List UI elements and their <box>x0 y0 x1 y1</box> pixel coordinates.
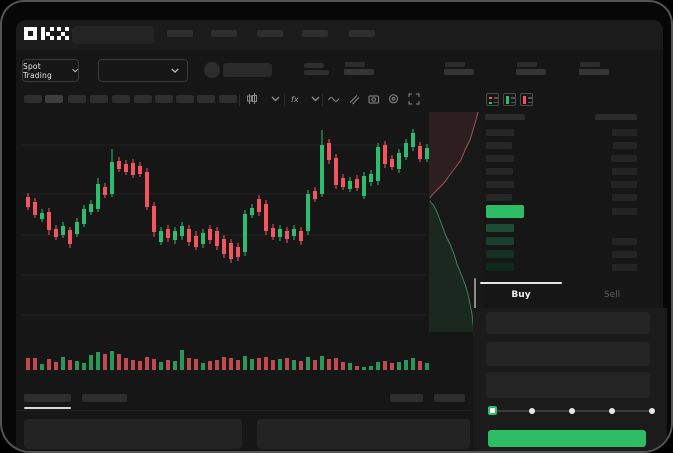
stat-value-placeholder <box>444 68 474 75</box>
ask-row-amount <box>612 168 637 175</box>
book-asks-view-icon[interactable] <box>520 93 533 106</box>
divider <box>284 94 285 106</box>
ask-row-price[interactable] <box>486 181 514 188</box>
pair-name-placeholder <box>223 63 272 77</box>
nav-item[interactable] <box>167 29 193 37</box>
ask-row-price[interactable] <box>486 194 512 201</box>
timeframe-button[interactable] <box>24 95 42 103</box>
bid-row-amount <box>612 264 637 271</box>
ask-row-price[interactable] <box>486 142 512 149</box>
active-tab-indicator <box>480 282 562 284</box>
ask-row-amount <box>612 194 637 201</box>
timeframe-button[interactable] <box>155 95 173 103</box>
ask-row-price[interactable] <box>486 168 513 175</box>
timeframe-button[interactable] <box>112 95 130 103</box>
nav-item[interactable] <box>349 29 375 37</box>
stat-value-placeholder <box>516 68 546 75</box>
pair-avatar <box>204 62 220 78</box>
stat-label-placeholder <box>580 61 600 67</box>
timeframe-button[interactable] <box>176 95 194 103</box>
buy-button[interactable] <box>488 430 646 447</box>
timeframe-button[interactable] <box>68 95 86 103</box>
bid-row-price[interactable] <box>486 237 514 245</box>
bottom-action[interactable] <box>434 394 465 402</box>
bottom-tab-indicator <box>24 407 71 409</box>
order-input-field[interactable] <box>486 342 650 366</box>
ask-row-price[interactable] <box>486 129 514 136</box>
chevron-down-icon[interactable] <box>310 93 322 105</box>
chevron-down-icon <box>71 68 78 73</box>
tab-sell[interactable]: Sell <box>603 290 621 300</box>
last-price-amount <box>612 208 637 215</box>
slider-stop[interactable] <box>529 408 535 414</box>
slider-stop[interactable] <box>609 408 615 414</box>
scrollbar-thumb[interactable] <box>474 278 476 316</box>
ask-row-amount <box>611 155 637 162</box>
ask-row-amount <box>613 142 637 149</box>
bottom-tab[interactable] <box>82 394 127 402</box>
chevron-down-icon[interactable] <box>270 93 282 105</box>
market-type-label: Spot Trading <box>23 61 52 80</box>
camera-icon[interactable] <box>368 93 380 105</box>
tab-buy[interactable]: Buy <box>511 290 531 300</box>
line-wave-icon[interactable] <box>328 93 340 105</box>
ask-row-price[interactable] <box>486 155 514 162</box>
okx-logo[interactable] <box>24 27 70 41</box>
ask-row-amount <box>612 129 637 136</box>
market-type-dropdown[interactable]: Spot Trading <box>22 59 79 82</box>
timeframe-button[interactable] <box>197 95 215 103</box>
ob-header-price <box>485 114 525 120</box>
svg-text:fx: fx <box>291 95 299 104</box>
stat-label-placeholder <box>445 61 465 67</box>
ask-row-amount <box>611 181 637 188</box>
pair-selector-dropdown[interactable] <box>98 59 188 82</box>
divider <box>16 410 471 411</box>
bottom-tab[interactable] <box>24 394 71 402</box>
nav-item[interactable] <box>211 29 237 37</box>
bottom-panel <box>257 419 470 449</box>
bottom-panel <box>24 419 242 449</box>
timeframe-button[interactable] <box>90 95 108 103</box>
book-bids-view-icon[interactable] <box>503 93 516 106</box>
slider-stop[interactable] <box>649 408 655 414</box>
price-placeholder <box>304 63 324 68</box>
bid-row-amount <box>612 238 637 245</box>
bottom-action[interactable] <box>390 394 423 402</box>
order-input-field[interactable] <box>486 372 650 398</box>
fullscreen-icon[interactable] <box>408 93 420 105</box>
bid-row-amount <box>612 251 637 258</box>
stat-value-placeholder <box>344 68 374 75</box>
book-combined-view-icon[interactable] <box>486 93 499 106</box>
slider-stop[interactable] <box>569 408 575 414</box>
stat-label-placeholder <box>517 61 537 67</box>
candles-icon[interactable] <box>246 93 258 105</box>
nav-item[interactable] <box>302 29 328 37</box>
bid-row-price[interactable] <box>486 263 514 271</box>
search-input[interactable] <box>72 26 154 44</box>
divider <box>239 94 240 106</box>
slider-handle[interactable] <box>488 406 497 415</box>
nav-item[interactable] <box>257 29 283 37</box>
stat-value-placeholder <box>579 68 609 75</box>
price-sub-placeholder <box>304 70 329 75</box>
settings-gear-icon[interactable] <box>388 93 400 105</box>
order-input-field[interactable] <box>486 312 650 334</box>
timeframe-button[interactable] <box>134 95 152 103</box>
draw-pencil-icon[interactable] <box>348 93 360 105</box>
stat-label-placeholder <box>345 61 365 67</box>
bid-row-price[interactable] <box>486 250 514 258</box>
indicators-fx-icon[interactable]: fx <box>290 93 302 105</box>
ob-header-amount <box>595 114 637 120</box>
last-price-badge <box>486 205 524 218</box>
timeframe-button[interactable] <box>45 95 63 103</box>
bid-row-price[interactable] <box>486 224 514 232</box>
chevron-down-icon <box>171 68 179 73</box>
divider <box>322 94 323 106</box>
timeframe-button[interactable] <box>219 95 237 103</box>
